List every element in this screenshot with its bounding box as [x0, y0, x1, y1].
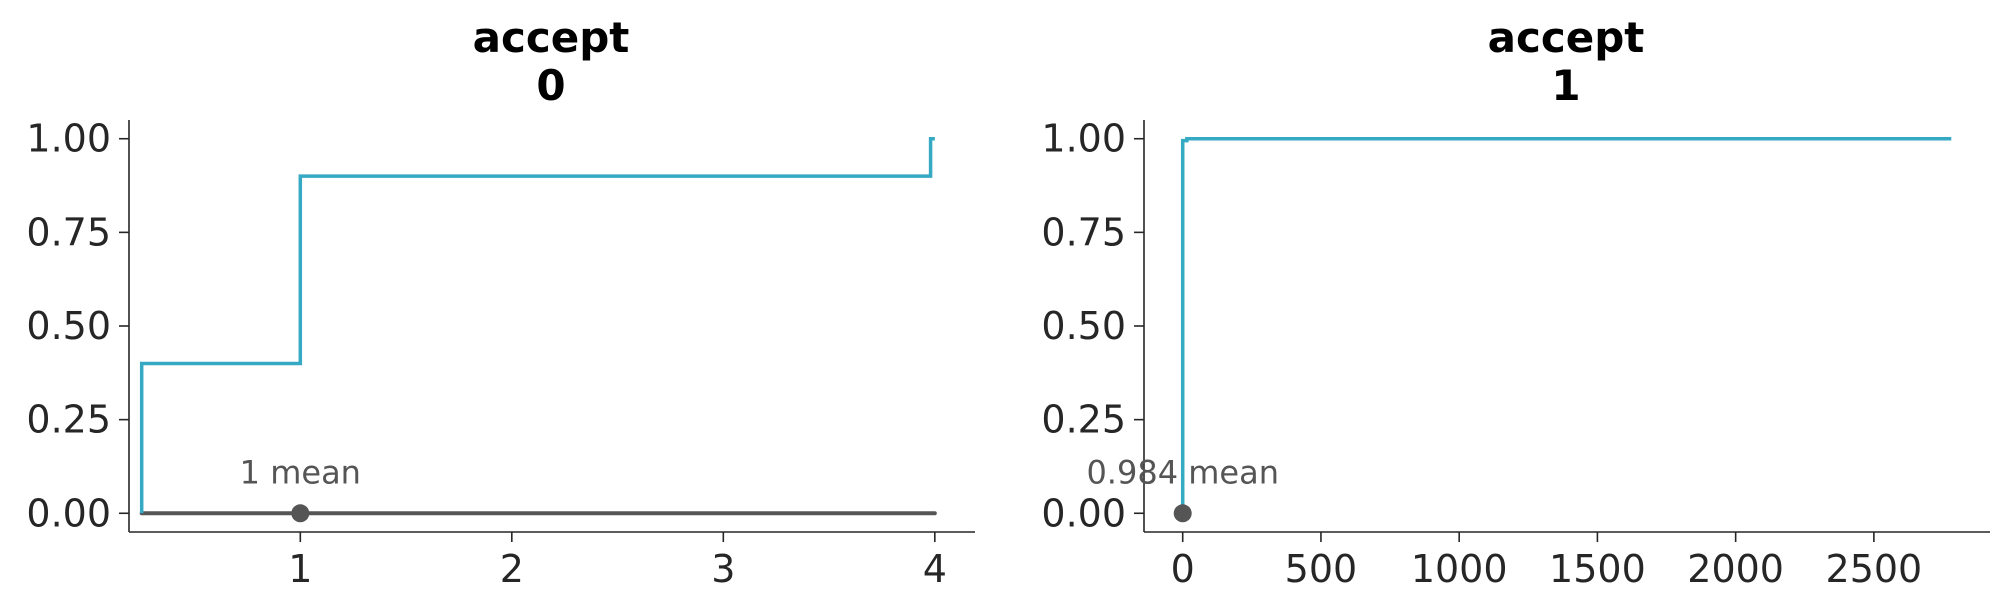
y-tick-label: 0.00: [26, 491, 111, 535]
x-tick-label: 4: [923, 547, 947, 591]
cdf-line: [1180, 136, 1952, 514]
y-ticks: 0.00 0.25 0.50 0.75 1.00: [1041, 117, 1144, 535]
x-ticks: 1 2 3 4: [288, 532, 947, 591]
y-tick-label: 0.50: [26, 304, 111, 348]
x-tick-label: 2000: [1687, 547, 1784, 591]
x-tick-label: 500: [1285, 547, 1358, 591]
panel-title-line2: 0: [536, 61, 565, 110]
y-tick-label: 1.00: [26, 117, 111, 161]
cdf-line: [139, 136, 935, 514]
y-tick-label: 0.50: [1041, 304, 1126, 348]
x-tick-label: 1000: [1411, 547, 1508, 591]
mean-annotation: 1 mean: [240, 453, 361, 491]
y-tick-label: 0.25: [26, 398, 111, 442]
y-tick-label: 0.25: [1041, 398, 1126, 442]
panel-accept-0: accept 0 0.00 0.25 0.50 0.75 1.00 1 2 3 4 1 mea…: [26, 13, 975, 591]
panel-title-line1: accept: [473, 13, 630, 62]
y-ticks: 0.00 0.25 0.50 0.75 1.00: [26, 117, 129, 535]
y-tick-label: 1.00: [1041, 117, 1126, 161]
x-tick-label: 0: [1171, 547, 1195, 591]
y-tick-label: 0.75: [1041, 210, 1126, 254]
y-tick-label: 0.75: [26, 210, 111, 254]
y-tick-label: 0.00: [1041, 491, 1126, 535]
x-tick-label: 1500: [1549, 547, 1646, 591]
series: [139, 136, 937, 523]
mean-marker: [1173, 504, 1192, 523]
x-tick-label: 1: [288, 547, 312, 591]
mean-marker: [291, 504, 310, 523]
panel-title-line1: accept: [1488, 13, 1645, 62]
series: [1173, 136, 1952, 523]
x-ticks: 0 500 1000 1500 2000 2500: [1171, 532, 1923, 591]
panel-accept-1: accept 1 0.00 0.25 0.50 0.75 1.00 0 500 1000 15…: [1041, 13, 1990, 591]
panel-title-line2: 1: [1551, 61, 1580, 110]
x-tick-label: 3: [711, 547, 735, 591]
mean-annotation: 0.984 mean: [1086, 453, 1279, 491]
x-tick-label: 2: [500, 547, 524, 591]
x-tick-label: 2500: [1826, 547, 1923, 591]
